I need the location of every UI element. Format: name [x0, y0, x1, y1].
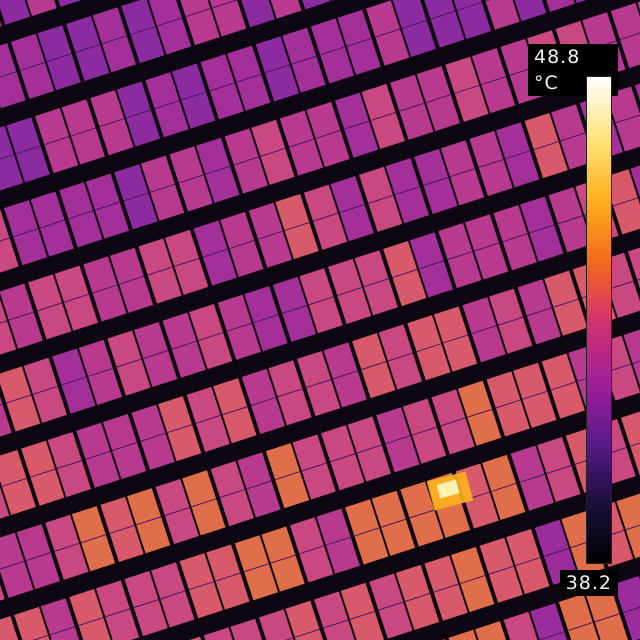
hotspot: [426, 471, 474, 511]
max-temperature-label: 48.8 °C: [528, 44, 618, 96]
temperature-scale: 48.8 °C 38.2: [528, 44, 618, 596]
color-scale-bar: [586, 76, 612, 564]
min-temperature-label: 38.2: [559, 570, 618, 596]
